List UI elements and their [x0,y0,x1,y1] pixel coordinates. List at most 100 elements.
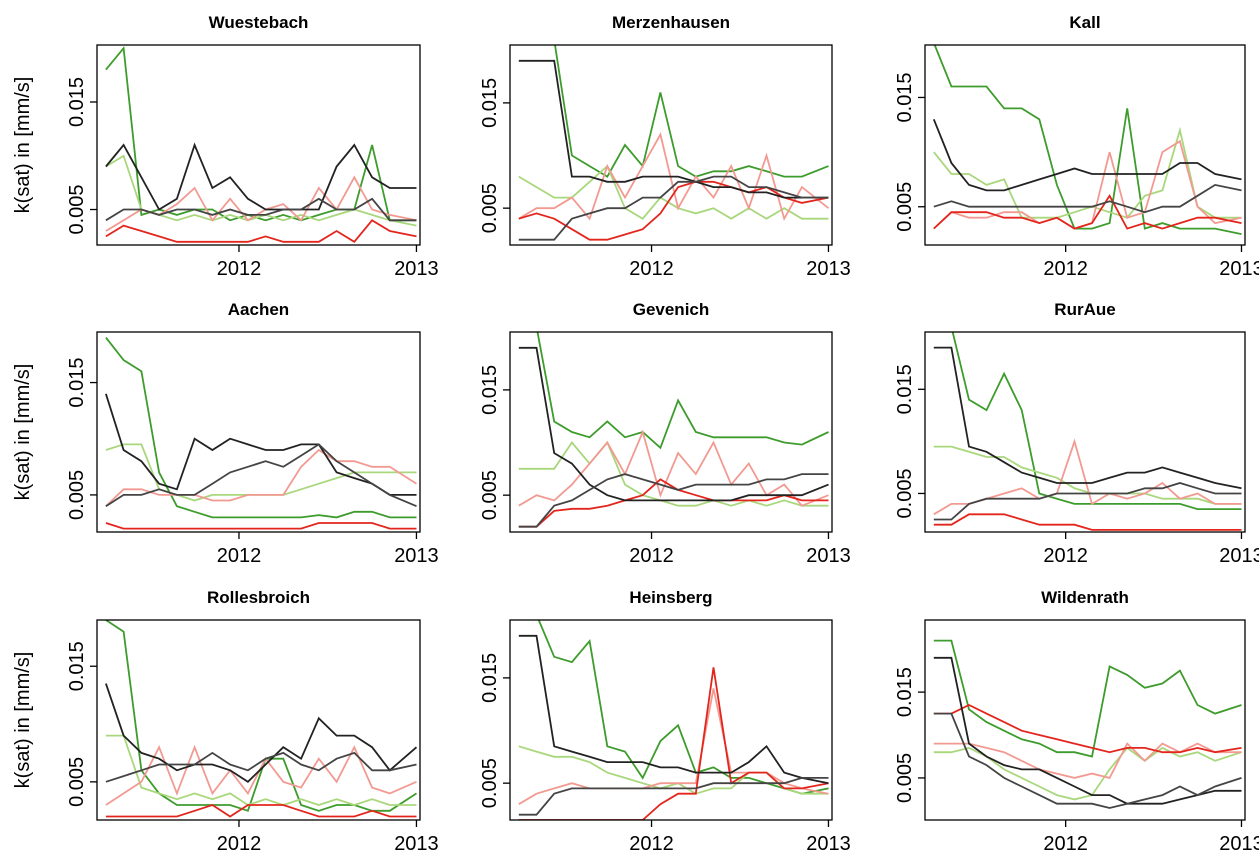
panel-title: Rollesbroich [207,588,310,607]
x-tick-label: 2012 [629,833,674,855]
series-line [518,473,829,528]
series-line [933,445,1242,505]
series-line [518,667,829,820]
y-tick-label: 0.015 [479,653,501,703]
panel: Rollesbroich k(sat) in [mm/s] 0.005 0.015 20… [12,588,439,855]
panel-title: Wuestebach [209,13,309,32]
series-line [105,337,417,519]
x-tick-label: 2012 [217,833,262,855]
y-tick-label: 0.015 [66,77,88,127]
series-line [105,734,417,806]
series-line [105,620,417,812]
series-line [105,804,417,818]
series-line [933,126,1242,219]
series-line [933,183,1242,214]
series-line [105,448,417,507]
series-line [933,703,1242,754]
series-line [518,175,829,241]
y-tick-label: 0.015 [66,641,88,691]
panel-title: Wildenrath [1041,588,1129,607]
x-tick-label: 2013 [394,545,439,567]
y-axis-label: k(sat) in [mm/s] [12,77,34,214]
lines [932,45,1242,235]
series-line [105,683,418,783]
x-tick-label: 2012 [629,545,674,567]
series-line [518,59,829,199]
panel: Heinsberg 0.005 0.015 2012 2013 [479,588,851,855]
lines [933,639,1242,809]
plot-frame [96,331,421,533]
series-line [933,346,1242,490]
x-tick-label: 2013 [806,258,851,280]
y-tick-label: 0.005 [66,184,88,234]
lines [933,332,1242,531]
series-line [933,45,1242,235]
x-tick-label: 2013 [1219,833,1259,855]
series-line [105,45,417,222]
panel-title: Merzenhausen [612,13,730,32]
panel-title: RurAue [1054,300,1115,319]
panel: Kall 0.005 0.015 2012 2013 [894,13,1259,280]
series-line [518,777,829,816]
y-tick-label: 0.005 [66,757,88,807]
plot-frame [924,44,1246,246]
series-line [105,522,417,530]
series-line [105,197,417,222]
x-tick-label: 2012 [217,545,262,567]
series-line [536,332,829,450]
series-line [518,429,829,507]
series-line [933,639,1242,758]
x-tick-label: 2012 [1043,258,1088,280]
series-line [518,132,830,222]
y-tick-label: 0.005 [894,468,916,518]
plot-frame [509,44,833,246]
panel: RurAue 0.005 0.015 2012 2013 [894,300,1259,567]
y-tick-label: 0.015 [479,78,501,128]
y-tick-label: 0.005 [66,470,88,520]
y-tick-label: 0.005 [894,753,916,803]
series-line [105,393,417,496]
x-tick-label: 2013 [1219,545,1259,567]
x-tick-label: 2013 [806,545,851,567]
x-tick-label: 2012 [629,258,674,280]
panel-title: Gevenich [633,300,710,319]
y-tick-label: 0.015 [894,667,916,717]
panel: Wuestebach k(sat) in [mm/s] 0.005 0.015 2012… [12,13,439,280]
x-tick-label: 2013 [394,258,439,280]
y-tick-label: 0.005 [479,758,501,808]
plot-frame [96,619,421,821]
x-tick-label: 2012 [217,258,262,280]
panel-title: Heinsberg [629,588,712,607]
panel-title: Kall [1069,13,1100,32]
series-line [105,744,417,806]
lines [518,45,830,241]
x-tick-label: 2012 [1043,833,1088,855]
panel: Aachen k(sat) in [mm/s] 0.005 0.015 2012 2013 [12,300,439,567]
plot-frame [924,619,1246,821]
series-line [518,164,829,220]
series-line [518,478,829,528]
y-tick-label: 0.015 [479,365,501,415]
series-line [933,482,1242,521]
series-line [518,634,829,785]
x-tick-label: 2013 [394,833,439,855]
y-tick-label: 0.015 [66,358,88,408]
series-line [951,332,1242,510]
series-line [105,443,417,508]
series-line [554,45,829,178]
panel: Merzenhausen 0.005 0.015 2012 2013 [479,13,851,280]
y-axis-label: k(sat) in [mm/s] [12,364,34,501]
panel-title: Aachen [228,300,289,319]
y-tick-label: 0.015 [894,364,916,414]
lines [105,337,417,530]
y-tick-label: 0.005 [894,182,916,232]
x-tick-label: 2013 [806,833,851,855]
plot-frame [509,331,833,533]
y-tick-label: 0.005 [479,183,501,233]
x-tick-label: 2012 [1043,545,1088,567]
series-line [105,142,417,211]
series-line [933,139,1242,230]
series-line [933,513,1242,531]
panel: Gevenich 0.005 0.015 2012 2013 [479,300,851,567]
